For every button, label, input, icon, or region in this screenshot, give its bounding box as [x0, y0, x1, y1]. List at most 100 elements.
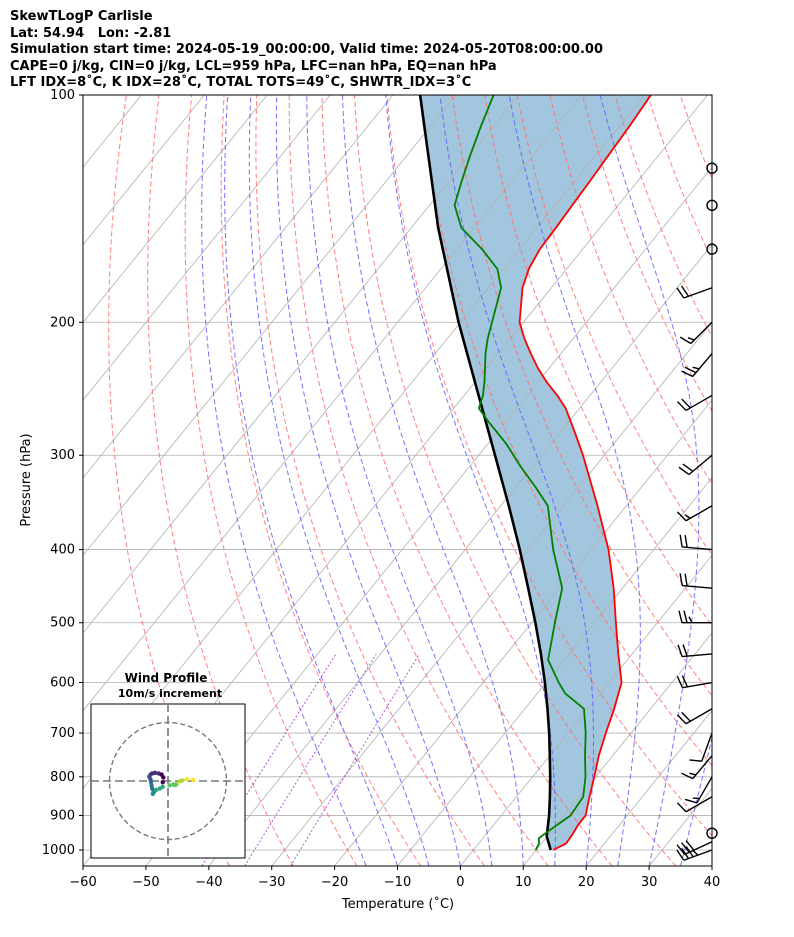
hodograph-inset: Wind Profile 10m/s increment — [90, 671, 246, 859]
dry-adiabat — [778, 95, 794, 866]
barb-feather — [681, 398, 691, 409]
barb-feather — [681, 842, 690, 853]
dry-adiabat — [549, 95, 712, 485]
y-tick-label: 300 — [50, 448, 75, 463]
barb-feather — [678, 466, 690, 476]
barb-feather — [676, 287, 685, 299]
wind-barb — [679, 534, 713, 551]
barb-feather — [681, 847, 690, 859]
y-tick-label: 200 — [50, 315, 75, 330]
y-tick-label: 500 — [50, 616, 75, 631]
isotherm — [145, 166, 712, 866]
x-tick-label: −60 — [69, 875, 96, 890]
dry-adiabat — [614, 95, 712, 338]
barb-feather — [676, 844, 686, 855]
isotherm — [83, 95, 205, 246]
isotherm — [334, 399, 712, 866]
mixing-ratio-line — [290, 653, 420, 866]
barb-feather — [683, 610, 688, 623]
moist-adiabat — [385, 95, 556, 866]
isotherm — [0, 95, 16, 866]
hodograph-point — [149, 783, 154, 788]
dry-adiabat — [220, 95, 422, 866]
barb-feather — [684, 573, 688, 587]
wind-barb — [676, 840, 713, 856]
dry-adiabat — [184, 95, 358, 866]
dry-adiabat — [386, 95, 712, 837]
barb-feather — [684, 798, 698, 804]
wind-barb — [676, 285, 713, 299]
barb-feather — [678, 610, 683, 623]
barb-feather — [679, 336, 692, 345]
profile-lines — [418, 95, 652, 851]
isotherm — [585, 710, 712, 866]
wind-barb — [679, 573, 713, 589]
y-tick-label: 900 — [50, 808, 75, 823]
barb-half-feather — [687, 337, 695, 341]
isotherm — [0, 95, 79, 866]
wind-barb — [681, 353, 713, 378]
hodograph-point — [152, 770, 158, 776]
hodograph-plot — [91, 704, 245, 858]
wind-barb — [681, 755, 713, 780]
x-tick-label: −10 — [384, 875, 411, 890]
moist-adiabat — [201, 95, 367, 866]
hodograph-point — [151, 789, 156, 795]
x-tick-label: −30 — [258, 875, 285, 890]
moist-adiabat — [306, 95, 493, 866]
barb-feather — [689, 759, 702, 762]
isotherm — [648, 787, 712, 866]
hodograph-point — [190, 777, 196, 783]
temperature-profile-line — [518, 95, 652, 851]
isotherm — [522, 632, 712, 866]
isotherm — [83, 95, 520, 634]
barb-feather — [676, 849, 685, 861]
moist-adiabat — [248, 95, 430, 866]
barb-feather — [676, 511, 687, 522]
x-tick-label: −50 — [132, 875, 159, 890]
dry-adiabat — [147, 95, 294, 866]
moist-adiabat — [275, 95, 461, 866]
moist-adiabat — [508, 95, 641, 866]
barb-feather — [676, 401, 687, 411]
barb-feather — [685, 840, 695, 851]
isotherm — [83, 95, 394, 479]
hodograph-point — [157, 786, 163, 791]
dry-adiabat — [321, 95, 613, 866]
barb-feather — [681, 285, 690, 297]
barb-feather — [681, 711, 691, 722]
barb-feather — [676, 714, 687, 725]
barb-feather — [677, 644, 683, 657]
barb-feather — [676, 676, 684, 689]
dry-adiabat — [516, 95, 712, 556]
wind-barb — [706, 162, 718, 174]
x-tick-label: 40 — [704, 875, 721, 890]
x-tick-label: 20 — [578, 875, 595, 890]
barb-half-feather — [688, 616, 693, 624]
barb-feather — [679, 534, 683, 548]
wind-barb — [676, 846, 713, 861]
isotherm — [83, 95, 268, 324]
hodograph-point — [167, 783, 172, 788]
moist-adiabat — [342, 95, 524, 866]
barb-feather — [681, 772, 694, 780]
barb-shaft — [682, 584, 713, 589]
isotherm — [271, 321, 712, 866]
dry-adiabat — [647, 95, 712, 261]
barb-half-feather — [684, 513, 691, 519]
wind-barb — [676, 675, 713, 689]
wind-barb — [676, 505, 713, 522]
barb-feather — [684, 535, 688, 548]
moist-adiabat — [680, 735, 712, 866]
isotherm — [208, 244, 712, 866]
hodograph-point — [178, 778, 183, 784]
barb-feather — [682, 644, 688, 657]
dewpoint-profile-line — [453, 95, 587, 851]
hodograph-point — [171, 782, 176, 787]
hodograph-subtitle: 10m/s increment — [118, 687, 222, 700]
y-tick-label: 400 — [50, 543, 75, 558]
x-axis-label: Temperature (˚C) — [341, 896, 454, 912]
header-times: Simulation start time: 2024-05-19_00:00:… — [10, 42, 603, 57]
